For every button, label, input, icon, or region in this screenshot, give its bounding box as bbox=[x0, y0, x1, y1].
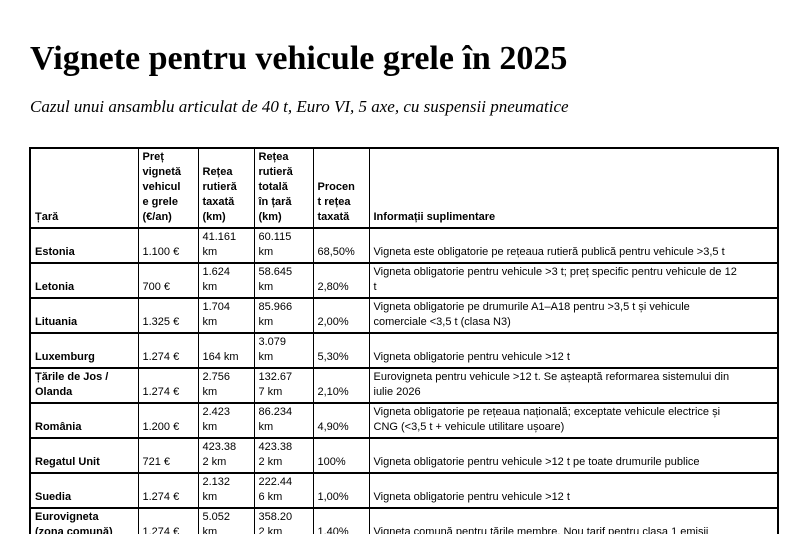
page-subtitle: Cazul unui ansamblu articulat de 40 t, E… bbox=[30, 97, 569, 116]
price-cell: 700 € bbox=[137, 262, 199, 299]
table-header-row: Țară Preț vignetă vehicul e grele (€/an)… bbox=[29, 147, 779, 229]
price-cell: 1.200 € bbox=[137, 402, 199, 439]
price-cell: 1.100 € bbox=[137, 227, 199, 264]
taxed-network-cell: 41.161 km bbox=[197, 227, 255, 264]
price-cell: 721 € bbox=[137, 437, 199, 474]
table-row-estonia: Estonia 1.100 € 41.161 km 60.115 km 68,5… bbox=[29, 227, 779, 264]
total-network-cell: 85.966 km bbox=[253, 297, 314, 334]
total-network-cell: 423.38 2 km bbox=[253, 437, 314, 474]
taxed-network-cell: 1.624 km bbox=[197, 262, 255, 299]
percent-cell: 2,00% bbox=[312, 297, 370, 334]
info-cell: Eurovigneta pentru vehicule >12 t. Se aș… bbox=[368, 367, 779, 404]
total-network-cell: 222.44 6 km bbox=[253, 472, 314, 509]
info-cell: Vigneta obligatorie pentru vehicule >12 … bbox=[368, 472, 779, 509]
total-network-cell: 358.20 2 km bbox=[253, 507, 314, 534]
header-price: Preț vignetă vehicul e grele (€/an) bbox=[137, 147, 199, 229]
taxed-network-cell: 2.423 km bbox=[197, 402, 255, 439]
taxed-network-cell: 423.38 2 km bbox=[197, 437, 255, 474]
taxed-network-cell: 2.132 km bbox=[197, 472, 255, 509]
info-cell: Vigneta este obligatorie pe rețeaua ruti… bbox=[368, 227, 779, 264]
country-cell: România bbox=[29, 402, 139, 439]
percent-cell: 4,90% bbox=[312, 402, 370, 439]
total-network-cell: 3.079 km bbox=[253, 332, 314, 369]
country-cell: Eurovigneta (zona comună) bbox=[29, 507, 139, 534]
table-row-letonia: Letonia 700 € 1.624 km 58.645 km 2,80% V… bbox=[29, 262, 779, 299]
taxed-network-cell: 164 km bbox=[197, 332, 255, 369]
total-network-cell: 58.645 km bbox=[253, 262, 314, 299]
percent-cell: 5,30% bbox=[312, 332, 370, 369]
percent-cell: 1,40% bbox=[312, 507, 370, 534]
price-cell: 1.325 € bbox=[137, 297, 199, 334]
taxed-network-cell: 5.052 km bbox=[197, 507, 255, 534]
percent-cell: 68,50% bbox=[312, 227, 370, 264]
price-cell: 1.274 € bbox=[137, 507, 199, 534]
table-row-tarile-de-jos: Țările de Jos / Olanda 1.274 € 2.756 km … bbox=[29, 367, 779, 404]
header-total-network: Rețea rutieră totală în țară (km) bbox=[253, 147, 314, 229]
country-cell: Țările de Jos / Olanda bbox=[29, 367, 139, 404]
price-cell: 1.274 € bbox=[137, 332, 199, 369]
country-cell: Letonia bbox=[29, 262, 139, 299]
percent-cell: 100% bbox=[312, 437, 370, 474]
total-network-cell: 132.67 7 km bbox=[253, 367, 314, 404]
info-cell: Vigneta obligatorie pe rețeaua națională… bbox=[368, 402, 779, 439]
taxed-network-cell: 2.756 km bbox=[197, 367, 255, 404]
country-cell: Regatul Unit bbox=[29, 437, 139, 474]
price-cell: 1.274 € bbox=[137, 367, 199, 404]
header-percent: Procen t rețea taxată bbox=[312, 147, 370, 229]
total-network-cell: 86.234 km bbox=[253, 402, 314, 439]
table-row-luxemburg: Luxemburg 1.274 € 164 km 3.079 km 5,30% … bbox=[29, 332, 779, 369]
country-cell: Lituania bbox=[29, 297, 139, 334]
country-cell: Suedia bbox=[29, 472, 139, 509]
vignette-table: Țară Preț vignetă vehicul e grele (€/an)… bbox=[29, 147, 779, 534]
info-cell: Vigneta obligatorie pentru vehicule >12 … bbox=[368, 437, 779, 474]
country-cell: Luxemburg bbox=[29, 332, 139, 369]
info-cell: Vigneta obligatorie pentru vehicule >3 t… bbox=[368, 262, 779, 299]
country-cell: Estonia bbox=[29, 227, 139, 264]
taxed-network-cell: 1.704 km bbox=[197, 297, 255, 334]
table-row-suedia: Suedia 1.274 € 2.132 km 222.44 6 km 1,00… bbox=[29, 472, 779, 509]
info-cell: Vigneta obligatorie pentru vehicule >12 … bbox=[368, 332, 779, 369]
info-cell: Vigneta comună pentru țările membre. Nou… bbox=[368, 507, 779, 534]
page-title: Vignete pentru vehicule grele în 2025 bbox=[30, 39, 568, 77]
table-row-eurovigneta: Eurovigneta (zona comună) 1.274 € 5.052 … bbox=[29, 507, 779, 534]
percent-cell: 1,00% bbox=[312, 472, 370, 509]
header-info: Informații suplimentare bbox=[368, 147, 779, 229]
total-network-cell: 60.115 km bbox=[253, 227, 314, 264]
table-row-romania: România 1.200 € 2.423 km 86.234 km 4,90%… bbox=[29, 402, 779, 439]
percent-cell: 2,80% bbox=[312, 262, 370, 299]
percent-cell: 2,10% bbox=[312, 367, 370, 404]
info-cell: Vigneta obligatorie pe drumurile A1–A18 … bbox=[368, 297, 779, 334]
table-row-regatul-unit: Regatul Unit 721 € 423.38 2 km 423.38 2 … bbox=[29, 437, 779, 474]
price-cell: 1.274 € bbox=[137, 472, 199, 509]
header-country: Țară bbox=[29, 147, 139, 229]
table-row-lituania: Lituania 1.325 € 1.704 km 85.966 km 2,00… bbox=[29, 297, 779, 334]
header-taxed-network: Rețea rutieră taxată (km) bbox=[197, 147, 255, 229]
